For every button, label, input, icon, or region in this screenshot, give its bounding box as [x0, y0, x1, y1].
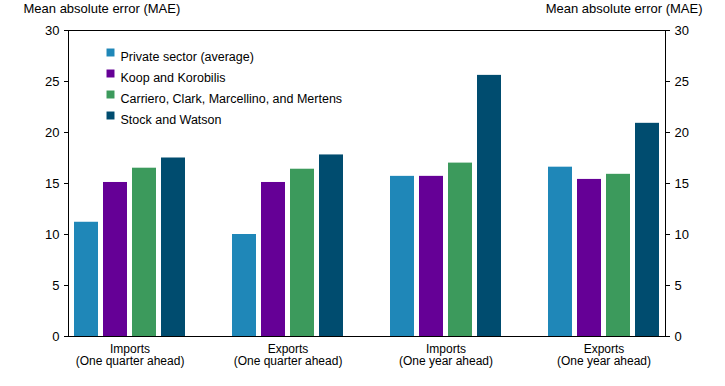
- svg-text:25: 25: [675, 74, 689, 89]
- svg-text:Koop and Korobilis: Koop and Korobilis: [121, 71, 226, 85]
- svg-text:Exports(One year ahead): Exports(One year ahead): [557, 342, 651, 368]
- svg-text:30: 30: [45, 23, 59, 38]
- svg-text:Imports(One quarter ahead): Imports(One quarter ahead): [76, 342, 185, 368]
- svg-text:Mean absolute error (MAE): Mean absolute error (MAE): [24, 1, 181, 16]
- svg-text:25: 25: [45, 74, 59, 89]
- svg-text:30: 30: [675, 23, 689, 38]
- svg-text:Imports(One year ahead): Imports(One year ahead): [399, 342, 493, 368]
- svg-text:0: 0: [675, 329, 682, 344]
- svg-text:5: 5: [52, 278, 59, 293]
- svg-text:5: 5: [675, 278, 682, 293]
- svg-text:0: 0: [52, 329, 59, 344]
- svg-text:Mean absolute error (MAE): Mean absolute error (MAE): [546, 1, 703, 16]
- svg-text:Carriero, Clark, Marcellino, a: Carriero, Clark, Marcellino, and Mertens: [121, 92, 343, 106]
- svg-text:10: 10: [675, 227, 689, 242]
- svg-text:20: 20: [675, 125, 689, 140]
- svg-text:Private sector (average): Private sector (average): [121, 50, 254, 64]
- svg-text:20: 20: [45, 125, 59, 140]
- svg-text:Stock and Watson: Stock and Watson: [121, 113, 222, 127]
- svg-text:15: 15: [45, 176, 59, 191]
- svg-text:15: 15: [675, 176, 689, 191]
- svg-text:Exports(One quarter ahead): Exports(One quarter ahead): [234, 342, 343, 368]
- svg-text:10: 10: [45, 227, 59, 242]
